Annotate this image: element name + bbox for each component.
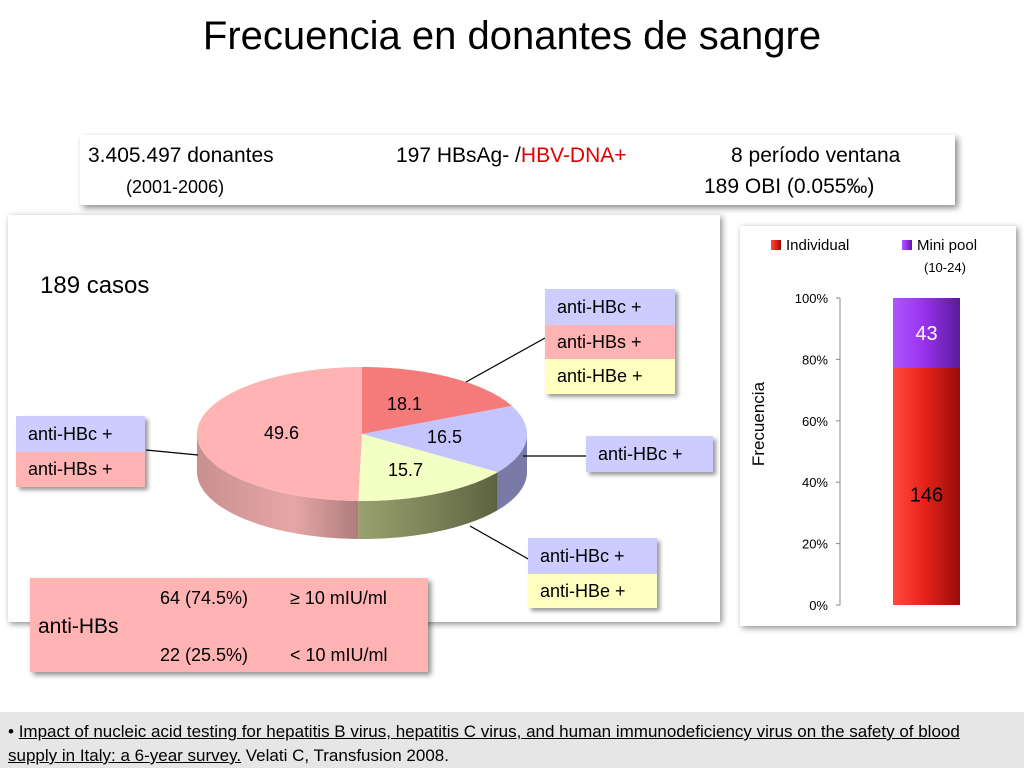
pie-slices (197, 367, 527, 539)
pie-slice-pink (197, 367, 362, 501)
y-tick-label: 40% (802, 475, 828, 490)
pie-value-red: 18.1 (387, 394, 423, 414)
callout-top-right-3: anti-HBe + (545, 359, 675, 394)
callout-top-right-1: anti-HBc + (545, 289, 675, 325)
pie-slice-lavender (362, 405, 527, 473)
y-tick-label: 0% (809, 598, 828, 613)
leader-line-bottom (469, 525, 531, 561)
obi-count: 189 OBI (0.055‰) (704, 175, 875, 198)
legend-swatch-mini-pool (902, 240, 912, 250)
hbv-dna-label: HBV-DNA+ (520, 144, 627, 167)
legend-swatch-individual (771, 240, 781, 250)
pie-side-yellow (358, 472, 498, 539)
anti-hbs-row1-count: 64 (74.5%) (160, 588, 249, 608)
y-tick-label: 60% (802, 414, 828, 429)
bar-segment-mini-pool (893, 298, 960, 368)
reference-link[interactable]: Impact of nucleic acid testing for hepat… (8, 722, 960, 765)
y-tick-label: 80% (802, 352, 828, 367)
footer-reference: • Impact of nucleic acid testing for hep… (8, 720, 1008, 768)
anti-hbs-row2-count: 22 (25.5%) (160, 645, 249, 665)
y-axis-label: Frecuencia (749, 381, 768, 466)
footer-bar (0, 712, 1024, 768)
pie-value-pink: 49.6 (264, 423, 300, 443)
callout-right-1: anti-HBc + (586, 436, 713, 472)
pie-side-pink (197, 434, 359, 539)
callout-top-right: anti-HBc + anti-HBs + anti-HBe + (545, 289, 675, 394)
bar-stack: 146 43 (893, 298, 960, 605)
legend-label-individual: Individual (786, 237, 849, 254)
bar-segment-individual-value: 146 (910, 484, 943, 506)
donors-count: 3.405.497 donantes (88, 144, 274, 167)
window-period: 8 período ventana (731, 144, 901, 167)
anti-hbs-row2-cond: < 10 mIU/ml (290, 645, 388, 665)
anti-hbs-box: 64 (74.5%) ≥ 10 mIU/ml anti-HBs 22 (25.5… (30, 578, 428, 672)
leader-line-left (145, 449, 199, 456)
hbsag-prefix: 197 HBsAg- / (396, 144, 521, 167)
hbsag-count: 197 HBsAg- /HBV-DNA+ (396, 144, 627, 168)
callout-bottom-1: anti-HBc + (528, 538, 657, 574)
pie-side-lavender (497, 434, 527, 511)
page-title: Frecuencia en donantes de sangre (202, 14, 822, 58)
callout-left: anti-HBc + anti-HBs + (16, 416, 145, 487)
pie-slice-red (362, 367, 512, 434)
callout-bottom: anti-HBc + anti-HBe + (528, 538, 657, 608)
bar-axis: 0% 20% 40% 60% 80% 100% (795, 291, 841, 613)
donors-years: (2001-2006) (126, 177, 225, 197)
pie-value-lavender: 16.5 (427, 427, 463, 447)
legend-label-mini-pool: Mini pool (917, 237, 977, 254)
callout-bottom-2: anti-HBe + (528, 574, 657, 608)
reference-citation: Velati C, Transfusion 2008. (241, 746, 449, 765)
y-tick-label: 20% (802, 537, 828, 552)
cases-label: 189 casos (40, 272, 150, 299)
pie-value-yellow: 15.7 (388, 460, 424, 480)
bar-segment-mini-pool-value: 43 (915, 323, 937, 345)
info-box: 3.405.497 donantes (2001-2006) 197 HBsAg… (80, 135, 955, 205)
bar-segment-individual (893, 367, 960, 605)
y-tick-label: 100% (795, 291, 829, 306)
legend-sublabel-mini-pool: (10-24) (924, 260, 966, 275)
footer-bullet: • (8, 722, 14, 741)
leader-lines (145, 337, 587, 561)
anti-hbs-row1-cond: ≥ 10 mIU/ml (290, 588, 387, 608)
callout-left-1: anti-HBc + (16, 416, 145, 452)
callout-left-2: anti-HBs + (16, 452, 145, 487)
leader-line-top (465, 337, 546, 383)
anti-hbs-label: anti-HBs (38, 615, 119, 638)
pie-slice-yellow (358, 434, 498, 501)
callout-top-right-2: anti-HBs + (545, 325, 675, 359)
bar-chart-panel (740, 226, 1016, 626)
callout-right: anti-HBc + (586, 436, 713, 472)
